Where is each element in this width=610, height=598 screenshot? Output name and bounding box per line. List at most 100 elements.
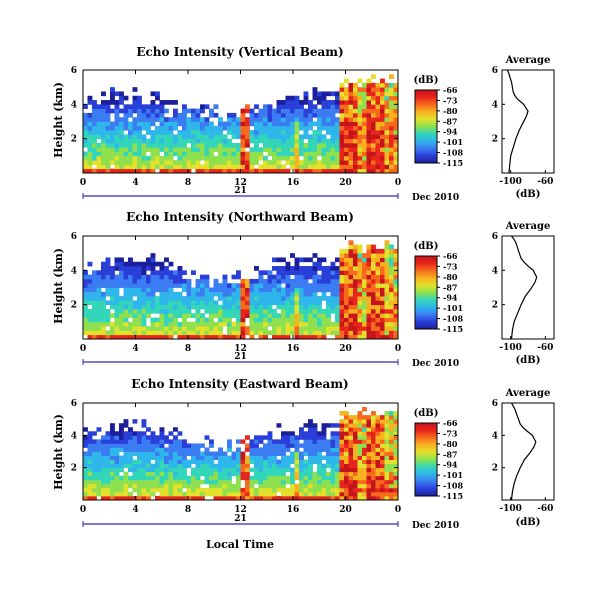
heat-cell [137,261,142,267]
heat-cell [339,479,345,485]
heat-cell [281,147,286,152]
heat-cell [353,261,358,267]
heat-cell [353,463,358,469]
heat-cell [375,483,381,489]
heat-cell [128,261,133,267]
heat-cell [371,334,376,340]
heat-cell [290,313,295,318]
heat-cell [339,168,345,174]
heat-cell [168,155,174,161]
heat-cell [294,467,300,473]
heat-cell [213,138,219,144]
heat-cell [357,439,363,444]
heat-cell [299,467,304,473]
heat-cell [209,121,214,127]
heat-cell [303,475,309,481]
heat-cell [168,475,174,481]
heat-cell [236,487,241,493]
heat-cell [164,151,169,157]
heat-cell [150,168,156,174]
heat-cell [263,112,268,118]
heat-cell [321,423,327,428]
heat-cell [123,261,129,267]
heat-cell [308,147,313,152]
heat-cell [263,467,268,473]
heat-cell [222,483,228,489]
heat-cell [294,326,300,331]
heat-cell [137,142,142,148]
heat-cell [362,326,367,331]
heat-cell [245,447,250,452]
heat-cell [330,117,336,122]
heat-cell [150,291,156,297]
heat-cell [339,248,345,254]
x-tick-label: 0 [80,505,86,515]
heat-cell [303,130,309,135]
heat-cell [204,121,210,127]
heat-cell [254,138,259,144]
heat-cell [281,443,286,448]
heat-cell [110,455,115,460]
heat-cell [371,257,376,263]
heat-cell [105,300,111,306]
heat-cell [389,138,394,144]
heat-cell [218,487,223,493]
heat-cell [83,483,88,489]
heat-cell [353,455,358,460]
heat-cell [321,287,327,293]
heat-cell [119,164,124,170]
heat-cell [362,266,367,271]
heat-cell [146,160,151,165]
heat-cell [168,142,174,148]
heat-cell [330,308,336,314]
heat-cell [195,330,201,336]
heat-cell [281,270,286,276]
heat-cell [384,447,390,452]
heat-cell [303,483,309,489]
heat-cell [186,125,192,131]
heat-cell [321,487,327,493]
heat-cell [303,495,309,501]
heat-cell [339,419,345,424]
heat-cell [218,479,223,485]
heat-cell [380,130,385,135]
heat-cell [353,278,358,284]
heat-cell [344,248,349,254]
heat-cell [101,134,106,140]
heat-cell [321,147,327,152]
heat-cell [83,467,88,473]
heat-cell [344,117,349,122]
profile-line [506,69,529,174]
heat-cell [222,168,228,174]
heat-cell [150,91,156,97]
heat-cell [141,483,147,489]
heat-cell [209,467,214,473]
heat-cell [83,487,88,493]
heat-cell [146,104,151,110]
heat-cell [101,100,106,105]
heat-cell [380,283,385,288]
heat-cell [312,164,318,170]
heat-cell [150,160,156,165]
heat-cell [344,459,349,465]
heat-cell [339,443,345,448]
heat-cell [326,108,331,114]
heat-cell [348,483,354,489]
heat-cell [191,451,196,456]
heat-cell [285,443,291,448]
heat-cell [344,261,349,267]
heat-cell [281,467,286,473]
heat-cell [209,300,214,306]
heat-cell [87,471,93,477]
heat-cell [249,317,255,323]
heat-cell [380,253,385,258]
heat-cell [164,447,169,452]
heat-cell [357,475,363,481]
heat-cell [285,308,291,314]
heat-cell [375,142,381,148]
heat-cell [317,266,322,271]
heat-cell [195,467,201,473]
x-tick-label: 16 [287,505,300,515]
